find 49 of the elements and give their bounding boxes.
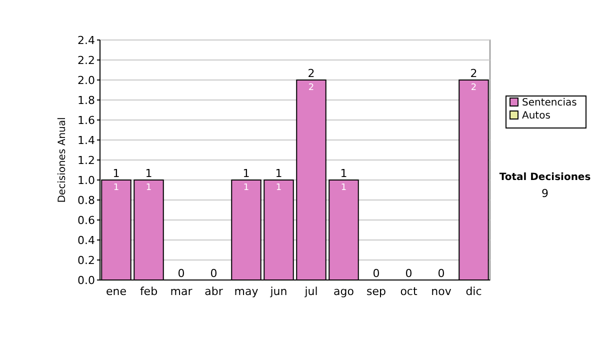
x-tick-label: may [234,285,259,298]
y-tick-label: 2.2 [78,54,95,67]
x-tick-label: ago [334,285,354,298]
x-tick-label: feb [140,285,158,298]
legend-label: Sentencias [522,98,577,108]
x-tick-label: jul [304,285,318,298]
y-tick-label: 1.8 [78,94,95,107]
y-tick-label: 2.4 [78,34,95,47]
y-tick-label: 1.2 [78,154,95,167]
x-tick-label: abr [204,285,224,298]
total-label: 1 [145,167,152,180]
y-tick-label: 0.8 [78,194,95,207]
data-label: 1 [340,183,347,193]
total-label: 1 [242,167,250,180]
total-label: 0 [438,267,445,280]
total-label: 0 [210,267,218,280]
legend-label: Autos [522,110,550,122]
y-tick-label: 1.4 [78,134,95,147]
y-tick-label: 0.0 [78,274,95,287]
x-tick-label: dic [466,285,482,298]
data-label: 1 [243,183,250,193]
x-tick-label: jun [269,285,288,298]
total-label: 2 [308,67,315,80]
y-tick-label: 0.4 [78,234,95,247]
y-tick-label: 0.2 [78,254,95,267]
text: 9 [542,187,548,200]
x-tick-label: nov [431,285,452,298]
y-tick-label: 0.6 [78,214,95,227]
data-label: 1 [276,183,282,193]
total-label: 0 [178,267,185,280]
x-tick-label: mar [170,285,193,298]
total-label: 0 [405,267,412,280]
data-label: 1 [146,183,152,193]
total-label: 1 [340,167,348,180]
x-tick-label: oct [400,285,418,298]
y-axis-title: Decisiones Anual [57,117,68,203]
x-tick-label: ene [106,285,127,298]
total-label: 1 [112,167,120,180]
y-tick-label: 1.6 [78,114,95,127]
y-tick-label: 1.0 [78,174,95,187]
data-label: 1 [113,183,120,193]
total-label: 2 [470,67,478,80]
data-label: 2 [308,83,314,93]
y-tick-label: 2.0 [78,74,95,87]
x-tick-label: sep [366,285,386,298]
total-label: 0 [372,267,380,280]
data-label: 2 [470,83,477,93]
text: Total Decisiones [499,172,591,183]
total-label: 1 [275,167,282,180]
